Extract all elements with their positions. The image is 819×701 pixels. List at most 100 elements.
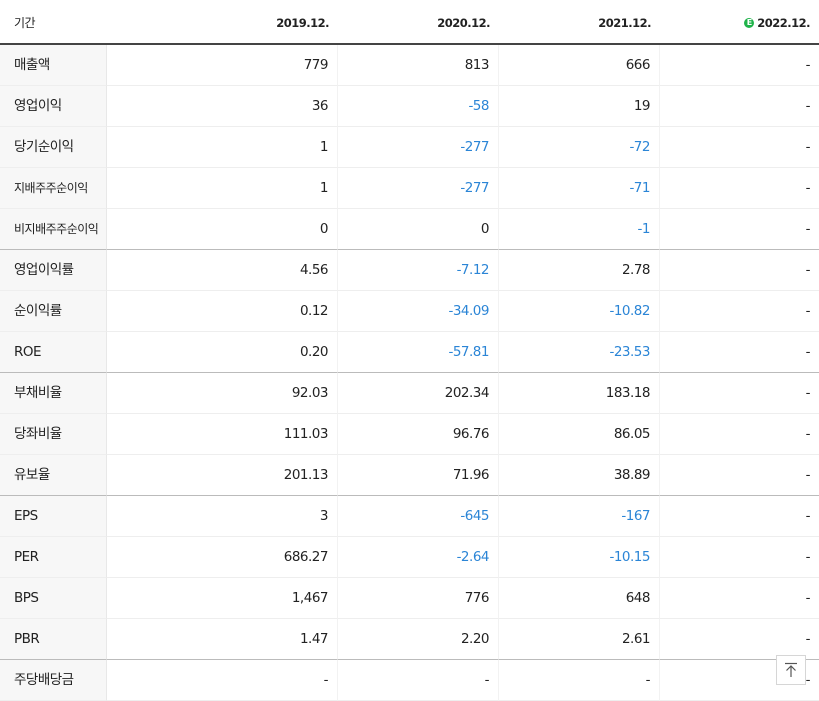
table-cell: 2.78 xyxy=(499,250,660,291)
table-header: 기간 2019.12. 2020.12. 2021.12. E 2022.12. xyxy=(0,0,819,45)
row-label: 영업이익률 xyxy=(0,250,107,291)
period-header: 기간 xyxy=(0,0,107,43)
col-header-2021: 2021.12. xyxy=(598,16,651,30)
table-row: EPS 3 -645 -167- xyxy=(0,496,819,537)
table-cell: -277 xyxy=(338,168,499,209)
table-row: 유보율 201.13 71.96 38.89- xyxy=(0,455,819,496)
table-cell: -57.81 xyxy=(338,332,499,373)
table-cell: -58 xyxy=(338,86,499,127)
row-label: PER xyxy=(0,537,107,578)
table-row: 비지배주주순이익 0 0 -1- xyxy=(0,209,819,250)
table-cell: - xyxy=(499,660,660,701)
row-label: BPS xyxy=(0,578,107,619)
table-cell: - xyxy=(107,660,338,701)
table-cell: - xyxy=(660,619,819,660)
row-label: 지배주주순이익 xyxy=(0,168,107,209)
table-cell: 776 xyxy=(338,578,499,619)
table-cell: - xyxy=(660,250,819,291)
estimate-badge-icon: E xyxy=(744,17,755,28)
table-cell: -10.15 xyxy=(499,537,660,578)
scroll-top-button[interactable] xyxy=(776,655,806,685)
table-row: 당좌비율 111.03 96.76 86.05- xyxy=(0,414,819,455)
table-cell: 686.27 xyxy=(107,537,338,578)
col-header-2020: 2020.12. xyxy=(437,16,490,30)
table-row: 영업이익 36 -58 19- xyxy=(0,86,819,127)
table-cell: - xyxy=(660,496,819,537)
table-row: 순이익률 0.12 -34.09 -10.82- xyxy=(0,291,819,332)
table-row: 당기순이익 1 -277 -72- xyxy=(0,127,819,168)
table-cell: -7.12 xyxy=(338,250,499,291)
table-cell: -71 xyxy=(499,168,660,209)
table-cell: 71.96 xyxy=(338,455,499,496)
table-cell: - xyxy=(660,455,819,496)
table-cell: -1 xyxy=(499,209,660,250)
table-row: PER 686.27 -2.64 -10.15- xyxy=(0,537,819,578)
table-cell: - xyxy=(660,209,819,250)
col-header-2022: E 2022.12. xyxy=(660,0,819,43)
table-cell: 92.03 xyxy=(107,373,338,414)
table-cell: 36 xyxy=(107,86,338,127)
table-cell: 86.05 xyxy=(499,414,660,455)
table-cell: 201.13 xyxy=(107,455,338,496)
table-cell: -23.53 xyxy=(499,332,660,373)
row-label: 주당배당금 xyxy=(0,660,107,701)
table-cell: 3 xyxy=(107,496,338,537)
table-cell: 1.47 xyxy=(107,619,338,660)
table-row: 매출액 779 813 666- xyxy=(0,45,819,86)
table-cell: - xyxy=(338,660,499,701)
row-label: 당기순이익 xyxy=(0,127,107,168)
table-cell: - xyxy=(660,127,819,168)
table-cell: - xyxy=(660,537,819,578)
table-cell: - xyxy=(660,578,819,619)
table-cell: 111.03 xyxy=(107,414,338,455)
row-label: 영업이익 xyxy=(0,86,107,127)
table-cell: 2.61 xyxy=(499,619,660,660)
table-cell: 0.20 xyxy=(107,332,338,373)
table-cell: - xyxy=(660,45,819,86)
table-cell: -72 xyxy=(499,127,660,168)
arrow-up-to-top-icon xyxy=(785,662,797,677)
row-label: ROE xyxy=(0,332,107,373)
table-cell: 0 xyxy=(107,209,338,250)
col-header-2019: 2019.12. xyxy=(276,16,329,30)
table-cell: 1 xyxy=(107,127,338,168)
table-cell: 666 xyxy=(499,45,660,86)
table-cell: -277 xyxy=(338,127,499,168)
table-cell: - xyxy=(660,168,819,209)
table-cell: 38.89 xyxy=(499,455,660,496)
table-cell: - xyxy=(660,414,819,455)
table-row: 주당배당금 - - - - xyxy=(0,660,819,701)
table-cell: 813 xyxy=(338,45,499,86)
table-row: 부채비율 92.03 202.34 183.18- xyxy=(0,373,819,414)
table-cell: 648 xyxy=(499,578,660,619)
row-label: 비지배주주순이익 xyxy=(0,209,107,250)
row-label: 부채비율 xyxy=(0,373,107,414)
row-label: 순이익률 xyxy=(0,291,107,332)
table-cell: 4.56 xyxy=(107,250,338,291)
table-row: PBR 1.47 2.20 2.61- xyxy=(0,619,819,660)
table-row: 영업이익률 4.56 -7.12 2.78- xyxy=(0,250,819,291)
table-cell: 96.76 xyxy=(338,414,499,455)
table-cell: - xyxy=(660,291,819,332)
table-cell: 1 xyxy=(107,168,338,209)
table-cell: 779 xyxy=(107,45,338,86)
row-label: 당좌비율 xyxy=(0,414,107,455)
table-cell: - xyxy=(660,332,819,373)
row-label: EPS xyxy=(0,496,107,537)
table-cell: -34.09 xyxy=(338,291,499,332)
table-cell: -167 xyxy=(499,496,660,537)
table-row: ROE 0.20 -57.81 -23.53- xyxy=(0,332,819,373)
table-row: BPS 1,467 776 648- xyxy=(0,578,819,619)
table-cell: 0.12 xyxy=(107,291,338,332)
row-label: PBR xyxy=(0,619,107,660)
table-cell: - xyxy=(660,86,819,127)
table-cell: 202.34 xyxy=(338,373,499,414)
row-label: 유보율 xyxy=(0,455,107,496)
table-row: 지배주주순이익 1 -277 -71- xyxy=(0,168,819,209)
table-cell: 1,467 xyxy=(107,578,338,619)
table-cell: 0 xyxy=(338,209,499,250)
col-header-2022-label: 2022.12. xyxy=(757,16,810,30)
table-cell: -2.64 xyxy=(338,537,499,578)
table-cell: 2.20 xyxy=(338,619,499,660)
